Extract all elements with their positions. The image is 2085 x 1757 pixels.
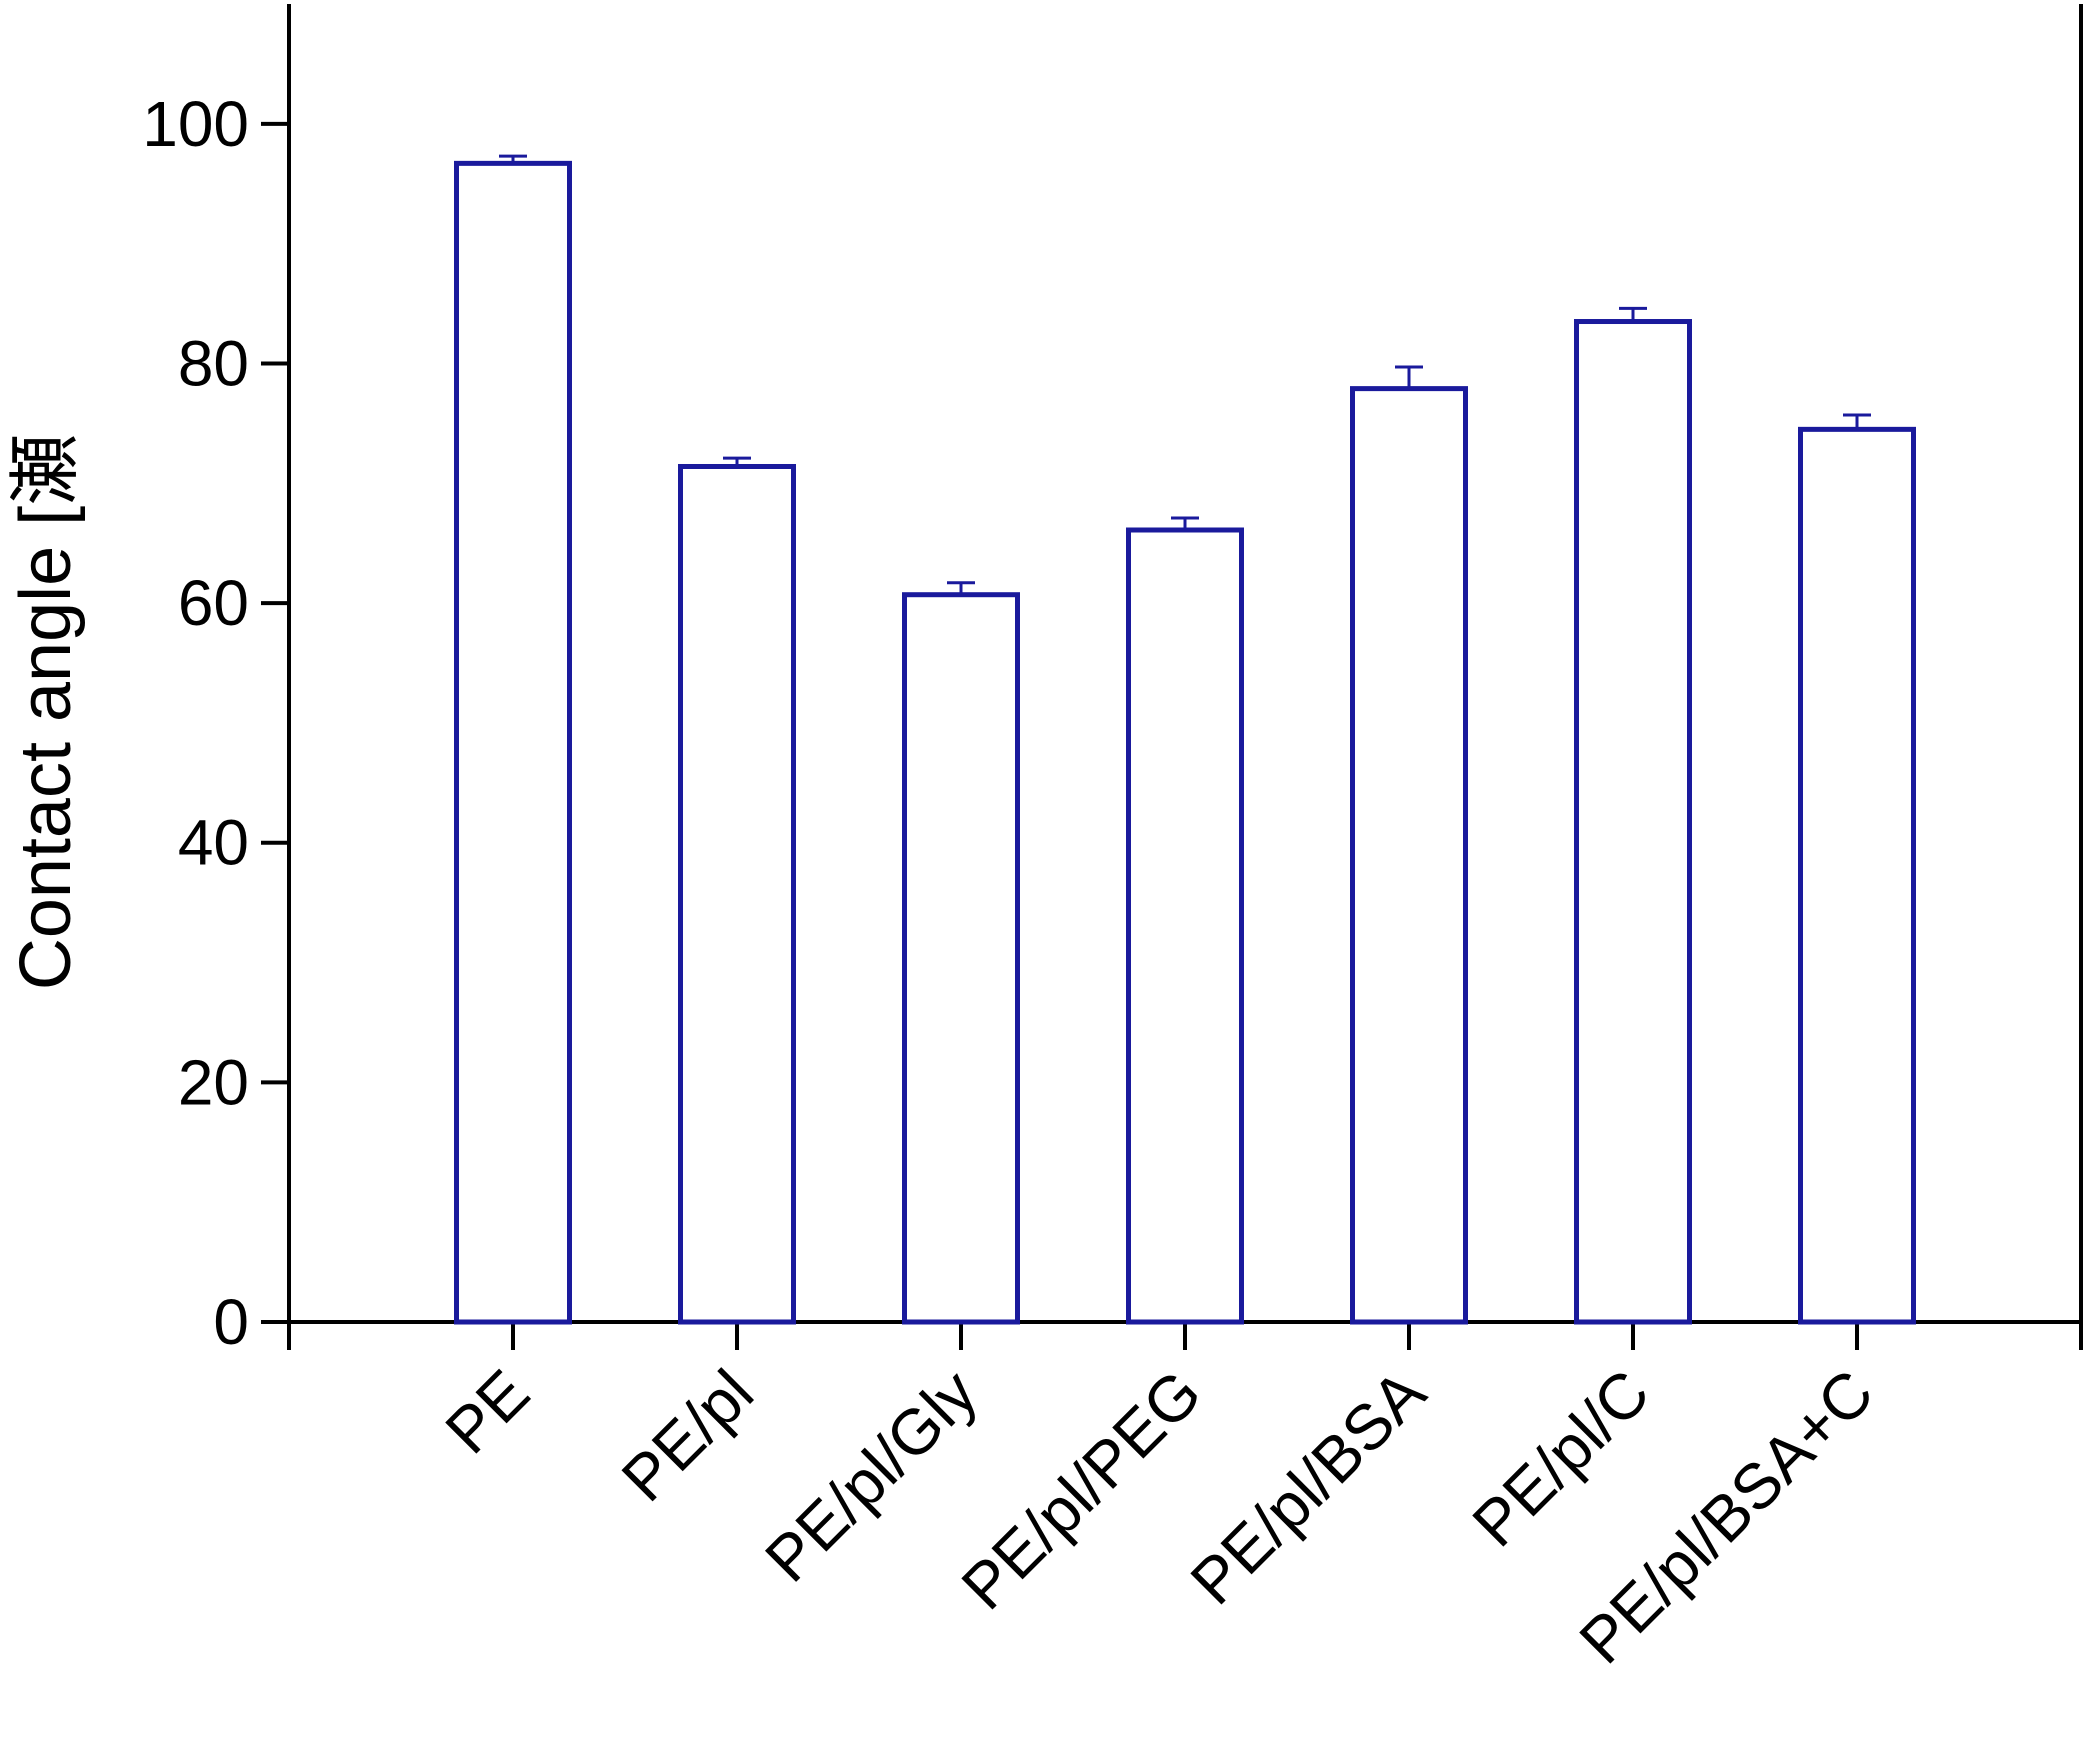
x-tick-label: PE/pl/PEG [948,1356,1215,1623]
bar [1798,426,1916,1325]
bar [902,592,1020,1325]
y-axis-label: Contact angle [瀬 [6,434,86,990]
x-tick-label: PE [432,1356,543,1467]
bar [1574,319,1692,1325]
x-tick-label: PE/pl/Gly [751,1356,991,1596]
x-tick-label: PE/pl/C [1459,1356,1663,1560]
y-tick-label: 0 [213,1286,249,1358]
x-tick-label: PE/pl [608,1356,767,1515]
y-tick-label: 20 [178,1046,249,1118]
y-tick-label: 100 [142,88,249,160]
bar [454,160,572,1325]
y-tick-label: 40 [178,807,249,879]
x-tick-label: PE/pl/BSA [1177,1356,1439,1618]
bar [1350,386,1468,1325]
y-tick-label: 60 [178,567,249,639]
bar [1126,527,1244,1325]
bar [678,463,796,1325]
y-tick-label: 80 [178,327,249,399]
